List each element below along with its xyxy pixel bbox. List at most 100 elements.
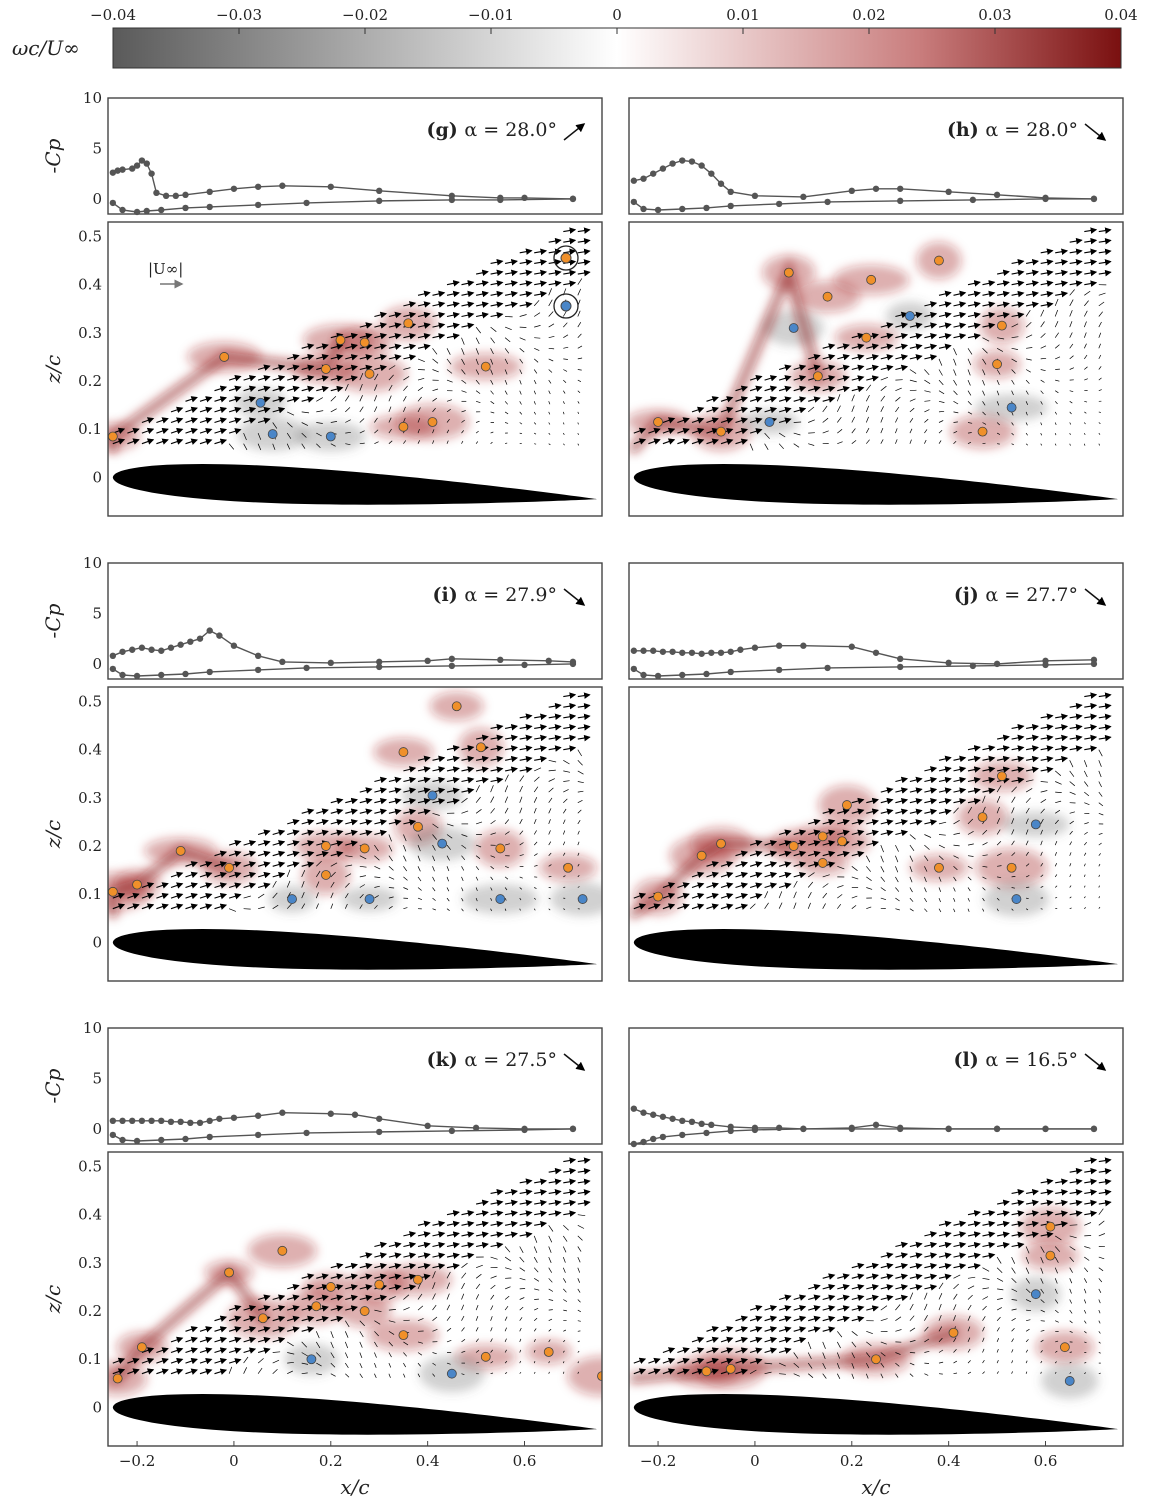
cp-lower-point <box>133 1137 141 1145</box>
velocity-vector <box>1054 770 1062 776</box>
velocity-vector <box>851 876 859 880</box>
pitch-down-arrow-icon <box>563 588 586 606</box>
velocity-vector <box>1069 781 1076 787</box>
velocity-vector <box>938 908 942 913</box>
rotation-cw-icon <box>553 245 579 271</box>
velocity-vector <box>1084 713 1098 721</box>
velocity-vector <box>706 1336 719 1343</box>
velocity-vector <box>1040 790 1048 793</box>
velocity-vector <box>504 442 508 445</box>
velocity-vector <box>388 819 402 826</box>
velocity-vector <box>548 323 555 328</box>
velocity-vector <box>982 311 996 319</box>
velocity-vector <box>1054 309 1059 317</box>
velocity-vector <box>895 1262 909 1270</box>
cp-upper-point <box>945 188 952 196</box>
velocity-vector <box>1040 908 1043 910</box>
velocity-vector <box>1084 1246 1091 1249</box>
velocity-vector <box>490 820 496 825</box>
velocity-vector <box>417 776 431 784</box>
vortex-cw-marker <box>359 1306 370 1316</box>
velocity-vector <box>534 1178 548 1185</box>
velocity-vector <box>953 390 958 396</box>
velocity-vector <box>967 787 981 794</box>
z-tick-label: 0.4 <box>78 741 102 759</box>
velocity-vector <box>895 787 909 794</box>
velocity-vector <box>866 840 879 847</box>
velocity-vector <box>374 373 379 381</box>
cp-frame <box>628 1027 1124 1145</box>
velocity-vector <box>982 1337 985 1343</box>
velocity-vector <box>330 903 334 909</box>
velocity-vector <box>562 432 565 435</box>
velocity-vector <box>330 1262 344 1270</box>
velocity-vector <box>633 892 647 899</box>
velocity-vector <box>1025 766 1039 773</box>
velocity-vector <box>475 887 478 892</box>
velocity-vector <box>1084 300 1089 307</box>
velocity-vector <box>996 1327 1000 1332</box>
velocity-vector <box>996 280 1010 287</box>
velocity-vector <box>432 440 435 444</box>
velocity-vector <box>214 396 228 403</box>
velocity-vector <box>388 855 393 862</box>
velocity-vector <box>170 438 184 445</box>
velocity-vector <box>778 1336 792 1344</box>
velocity-vector <box>982 411 986 416</box>
velocity-vector <box>1069 1361 1072 1364</box>
velocity-vector <box>243 432 247 441</box>
velocity-vector <box>257 443 262 451</box>
velocity-vector <box>286 880 291 888</box>
velocity-vector <box>272 1351 281 1353</box>
vortex-ccw-marker <box>427 790 438 801</box>
velocity-vector <box>141 882 155 889</box>
velocity-vector <box>577 760 583 766</box>
cp-upper-line <box>633 645 1094 665</box>
velocity-vector <box>461 1231 475 1238</box>
velocity-vector <box>953 866 958 871</box>
velocity-vector <box>822 405 828 413</box>
velocity-vector <box>1025 269 1039 277</box>
cp-lower-point <box>630 665 638 673</box>
velocity-vector <box>764 1305 778 1312</box>
velocity-vector <box>1040 390 1044 395</box>
velocity-vector <box>1011 432 1014 436</box>
velocity-vector <box>228 1366 233 1374</box>
velocity-vector <box>1054 819 1059 825</box>
velocity-vector <box>1040 755 1054 763</box>
colorbar-tick-label: 0.01 <box>726 6 759 24</box>
velocity-vector <box>851 1341 857 1348</box>
velocity-vector <box>953 798 967 805</box>
velocity-vector <box>534 248 548 255</box>
velocity-vector <box>938 798 952 805</box>
velocity-vector <box>924 379 931 384</box>
velocity-vector <box>432 855 436 862</box>
velocity-vector <box>533 379 537 385</box>
velocity-vector <box>778 850 792 858</box>
velocity-vector <box>749 385 763 392</box>
velocity-vector <box>548 379 552 384</box>
velocity-vector <box>953 1304 957 1311</box>
velocity-vector <box>504 819 510 825</box>
cp-upper-point <box>172 192 180 200</box>
velocity-vector <box>301 375 315 382</box>
vortex-cw-marker <box>108 886 118 897</box>
velocity-vector <box>924 897 928 903</box>
velocity-vector <box>534 280 548 287</box>
cp-lower-point <box>569 660 577 668</box>
vortex-cw-marker <box>398 421 409 432</box>
velocity-vector <box>837 1294 850 1302</box>
velocity-vector <box>504 1372 508 1374</box>
velocity-vector <box>982 1277 990 1280</box>
velocity-vector <box>895 876 899 883</box>
velocity-vector <box>1098 853 1101 856</box>
velocity-vector <box>1069 874 1072 878</box>
vortex-cw-marker <box>359 843 370 854</box>
cp-upper-point <box>279 658 286 666</box>
velocity-vector <box>880 787 894 794</box>
velocity-vector <box>490 301 504 308</box>
velocity-vector <box>648 1368 661 1375</box>
cp-frame <box>628 562 1124 680</box>
velocity-vector <box>359 418 365 423</box>
